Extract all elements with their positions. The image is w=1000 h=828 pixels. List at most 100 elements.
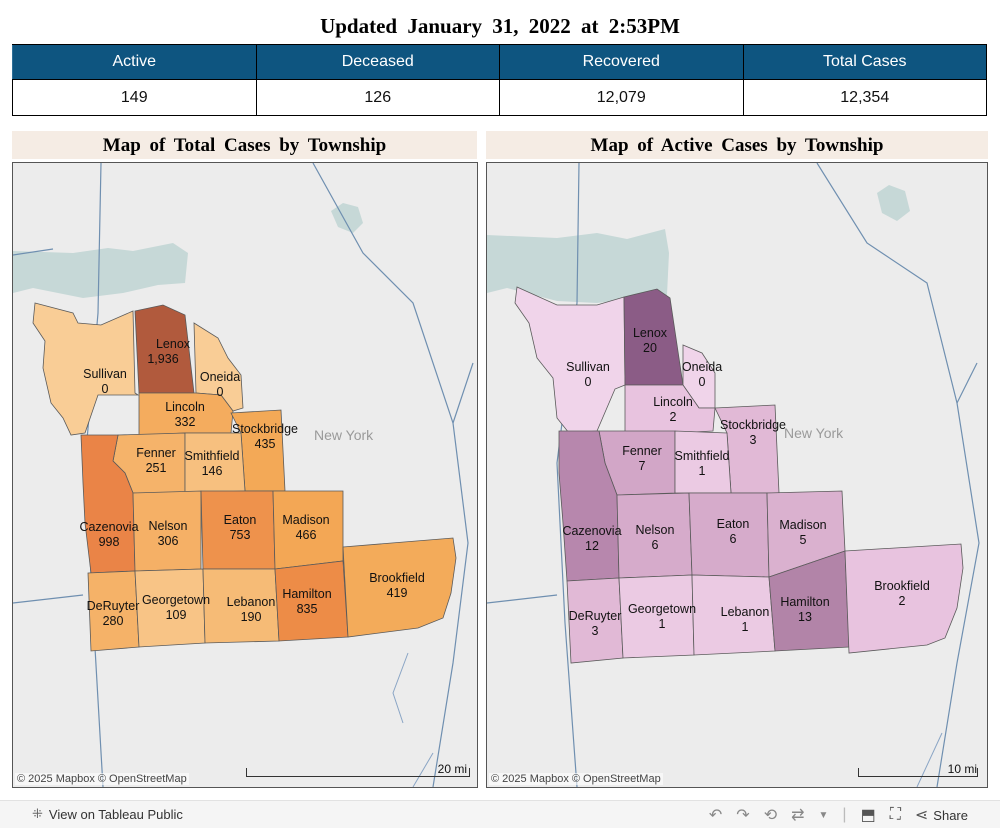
township-brookfield[interactable]: [342, 537, 457, 638]
value-hamilton: 13: [798, 610, 812, 624]
value-sullivan: 0: [585, 375, 592, 389]
value-georgetown: 109: [166, 608, 187, 622]
value-fenner: 251: [146, 461, 167, 475]
value-brookfield: 2: [899, 594, 906, 608]
redo-icon[interactable]: ↷: [736, 807, 750, 824]
lake-north: [877, 185, 910, 221]
label-nelson: Nelson: [149, 519, 188, 533]
value-lincoln: 332: [175, 415, 196, 429]
undo-icon[interactable]: ↶: [708, 807, 723, 824]
label-georgetown: Georgetown: [142, 593, 210, 607]
label-smithfield: Smithfield: [675, 449, 730, 463]
label-nelson: Nelson: [636, 523, 675, 537]
toolbar-divider: |: [842, 806, 847, 823]
scale-bar: [246, 768, 470, 777]
tableau-toolbar: ⁜ View on Tableau Public ↶ ↷ ⟲ ⇄ ▼ | ⬒ ⛶…: [0, 800, 1000, 828]
value-lebanon: 190: [241, 610, 262, 624]
total-cases-map-title: Map of Total Cases by Township: [12, 131, 477, 159]
label-lincoln: Lincoln: [653, 395, 693, 409]
label-lebanon: Lebanon: [227, 595, 276, 609]
label-oneida: Oneida: [200, 370, 240, 384]
map-attribution[interactable]: © 2025 Mapbox © OpenStreetMap: [489, 773, 663, 785]
header-deceased: Deceased: [255, 44, 500, 80]
refresh-icon[interactable]: ⇄: [791, 807, 805, 824]
label-lenox: Lenox: [156, 337, 191, 351]
share-icon: ⋖: [914, 807, 929, 824]
value-lincoln: 2: [670, 410, 677, 424]
value-fenner: 7: [639, 459, 646, 473]
township-sullivan[interactable]: [32, 302, 140, 436]
label-sullivan: Sullivan: [566, 360, 610, 374]
fullscreen-icon[interactable]: ⛶: [889, 806, 901, 823]
value-stockbridge: 435: [255, 437, 276, 451]
scale-bar: [858, 768, 978, 777]
value-brookfield: 419: [387, 586, 408, 600]
revert-icon[interactable]: ⟲: [763, 807, 778, 824]
township-smithfield[interactable]: [184, 432, 246, 494]
value-deruyter: 280: [103, 614, 124, 628]
active-cases-map-canvas[interactable]: New York Lenox 20 Sullivan 0 Oneida 0 Li…: [487, 163, 987, 787]
township-georgetown[interactable]: [618, 574, 695, 659]
total-cases-map-canvas[interactable]: New York Lenox 1,936 Sullivan 0 Oneida 0…: [13, 163, 477, 787]
label-lincoln: Lincoln: [165, 400, 205, 414]
label-hamilton: Hamilton: [780, 595, 829, 609]
label-fenner: Fenner: [136, 446, 176, 460]
oneida-lake: [13, 243, 188, 298]
value-eaton: 753: [230, 528, 251, 542]
header-recovered: Recovered: [499, 44, 744, 80]
value-nelson: 306: [158, 534, 179, 548]
value-lebanon: 1: [742, 620, 749, 634]
scale-label: 10 mi: [947, 762, 977, 776]
map-attribution[interactable]: © 2025 Mapbox © OpenStreetMap: [15, 773, 189, 785]
share-button[interactable]: ⋖ Share: [915, 805, 968, 825]
value-cazenovia: 12: [585, 539, 599, 553]
township-lenox[interactable]: [134, 304, 195, 394]
label-stockbridge: Stockbridge: [720, 418, 786, 432]
label-madison: Madison: [282, 513, 329, 527]
label-fenner: Fenner: [622, 444, 662, 458]
value-total-cases: 12,354: [742, 79, 987, 116]
value-deceased: 126: [255, 79, 500, 116]
download-icon[interactable]: ⬒: [860, 807, 876, 824]
value-cazenovia: 998: [99, 535, 120, 549]
value-stockbridge: 3: [750, 433, 757, 447]
share-label: Share: [933, 807, 968, 823]
value-lenox: 20: [643, 341, 657, 355]
value-deruyter: 3: [592, 624, 599, 638]
label-smithfield: Smithfield: [185, 449, 240, 463]
toolbar-actions: ↶ ↷ ⟲ ⇄ ▼ | ⬒ ⛶ ⋖ Share: [709, 805, 968, 825]
value-sullivan: 0: [102, 382, 109, 396]
region-label: New York: [784, 425, 844, 441]
total-cases-map[interactable]: New York Lenox 1,936 Sullivan 0 Oneida 0…: [12, 162, 478, 788]
value-hamilton: 835: [297, 602, 318, 616]
label-eaton: Eaton: [717, 517, 750, 531]
chevron-down-icon[interactable]: ▼: [818, 809, 829, 821]
label-madison: Madison: [779, 518, 826, 532]
value-lenox: 1,936: [147, 352, 178, 366]
value-madison: 466: [296, 528, 317, 542]
value-oneida: 0: [217, 385, 224, 399]
value-nelson: 6: [652, 538, 659, 552]
view-on-tableau-label: View on Tableau Public: [48, 806, 183, 822]
active-cases-map-title: Map of Active Cases by Township: [486, 131, 988, 159]
value-eaton: 6: [730, 532, 737, 546]
label-hamilton: Hamilton: [282, 587, 331, 601]
label-cazenovia: Cazenovia: [79, 520, 138, 534]
value-georgetown: 1: [659, 617, 666, 631]
scale-label: 20 mi: [437, 762, 467, 776]
case-summary-table: Active Deceased Recovered Total Cases 14…: [12, 44, 987, 116]
label-stockbridge: Stockbridge: [232, 422, 298, 436]
label-lebanon: Lebanon: [721, 605, 770, 619]
value-active: 149: [12, 79, 257, 116]
township-lenox[interactable]: [623, 288, 684, 386]
township-brookfield[interactable]: [844, 543, 964, 654]
region-label: New York: [314, 427, 374, 443]
active-cases-map[interactable]: New York Lenox 20 Sullivan 0 Oneida 0 Li…: [486, 162, 988, 788]
township-hamilton[interactable]: [274, 560, 349, 642]
header-total-cases: Total Cases: [742, 44, 987, 80]
value-smithfield: 1: [699, 464, 706, 478]
value-madison: 5: [800, 533, 807, 547]
view-on-tableau-link[interactable]: ⁜ View on Tableau Public: [32, 806, 183, 822]
value-smithfield: 146: [202, 464, 223, 478]
county-border-west: [556, 163, 580, 787]
